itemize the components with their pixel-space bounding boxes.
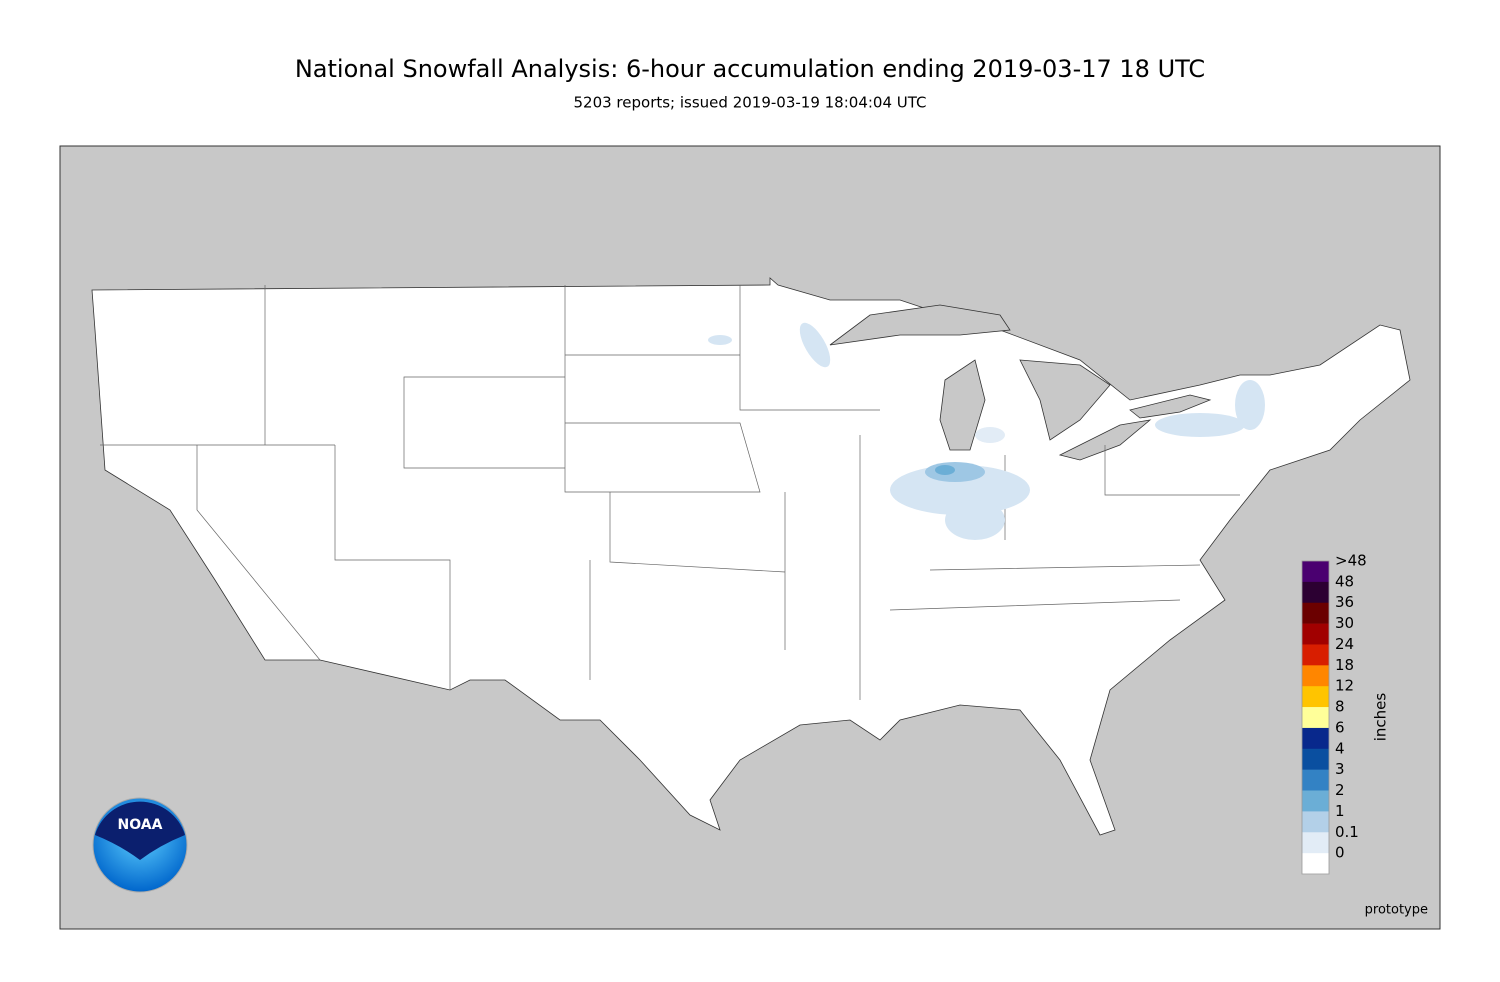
legend-swatch	[1302, 707, 1329, 729]
legend-border	[1301, 560, 1330, 875]
legend-swatch	[1302, 644, 1329, 666]
legend-label: 4	[1335, 739, 1345, 757]
subtitle: 5203 reports; issued 2019-03-19 18:04:04…	[573, 94, 926, 112]
title: National Snowfall Analysis: 6-hour accum…	[295, 55, 1205, 83]
legend-label: 36	[1335, 593, 1354, 611]
legend-label: 24	[1335, 635, 1354, 653]
legend-label: 3	[1335, 760, 1345, 778]
legend-swatch	[1302, 561, 1329, 583]
legend-label: 6	[1335, 718, 1345, 736]
legend-swatch	[1302, 790, 1329, 812]
great-lakes	[829, 304, 1212, 461]
legend-swatch	[1302, 811, 1329, 833]
legend-label: 18	[1335, 656, 1354, 674]
legend-label: 1	[1335, 802, 1345, 820]
map	[59, 145, 1441, 930]
legend-swatch	[1302, 769, 1329, 791]
legend-label: 12	[1335, 677, 1354, 695]
legend-label: >48	[1335, 552, 1367, 570]
legend-label: 30	[1335, 614, 1354, 632]
legend-label: 0	[1335, 844, 1345, 862]
snowfall	[708, 322, 1265, 540]
legend-swatch	[1302, 832, 1329, 854]
legend-label: 8	[1335, 698, 1345, 716]
legend-swatch	[1302, 686, 1329, 708]
legend-swatch	[1302, 602, 1329, 624]
legend-label: 2	[1335, 781, 1345, 799]
legend: >48 48 36 30 24 18 12 8 6 4 3 2 1 0.1 0	[1301, 552, 1367, 875]
footer-note: prototype	[1365, 903, 1428, 918]
legend-swatch	[1302, 727, 1329, 750]
legend-swatch	[1302, 581, 1329, 604]
legend-label: 0.1	[1335, 823, 1359, 841]
noaa-logo: NOAA	[92, 797, 188, 893]
logo-text: NOAA	[118, 817, 163, 833]
legend-swatch	[1302, 748, 1329, 770]
legend-label: 48	[1335, 572, 1354, 590]
legend-swatch	[1302, 665, 1329, 687]
legend-title: inches	[1372, 693, 1390, 742]
legend-swatch	[1302, 853, 1329, 875]
legend-swatch	[1302, 623, 1329, 645]
